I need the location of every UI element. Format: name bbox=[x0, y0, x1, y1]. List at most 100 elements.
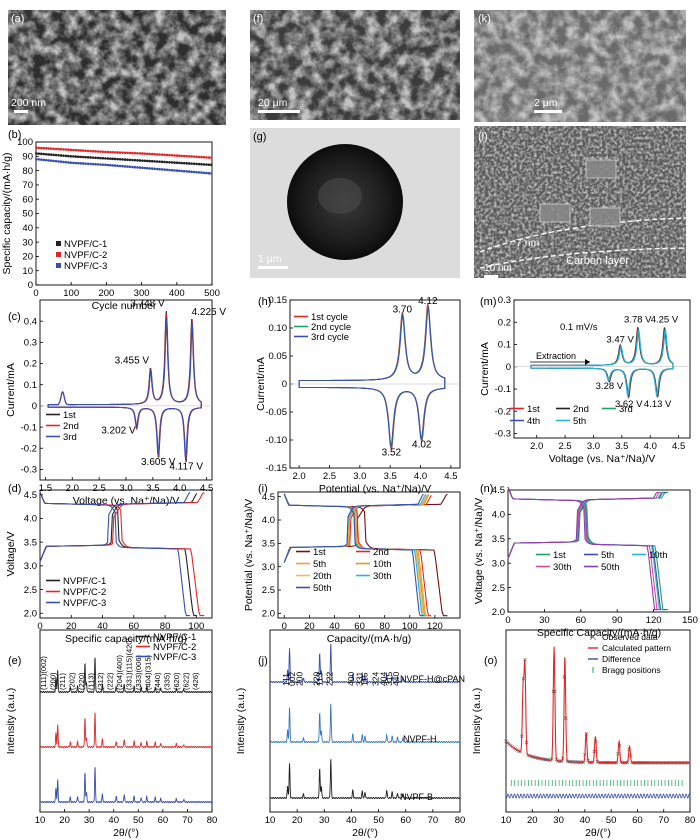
b-data-point bbox=[67, 161, 70, 164]
e-pattern bbox=[39, 767, 213, 804]
b-data-point bbox=[175, 161, 179, 165]
b-data-point bbox=[209, 156, 213, 159]
panel-label: (k) bbox=[478, 13, 491, 25]
legend-label: NVPF/C-3 bbox=[63, 598, 106, 609]
n-y-tick-label: 2.0 bbox=[492, 607, 505, 618]
b-data-point bbox=[47, 147, 50, 150]
legend-label: 5th bbox=[313, 559, 326, 570]
b-data-point bbox=[62, 154, 65, 157]
n-x-tick-label: 150 bbox=[682, 615, 698, 626]
b-data-point bbox=[37, 158, 41, 161]
b-data-point bbox=[128, 151, 132, 155]
b-data-point bbox=[76, 155, 80, 159]
o-x-tick-label: 70 bbox=[658, 815, 669, 826]
b-data-point bbox=[121, 151, 124, 154]
b-data-point bbox=[104, 150, 107, 154]
scale-bar bbox=[258, 110, 300, 113]
b-data-point bbox=[138, 166, 142, 169]
n-y-tick-label: 3.5 bbox=[492, 534, 505, 545]
o-x-tick-label: 10 bbox=[501, 815, 512, 826]
b-data-point bbox=[91, 149, 95, 153]
b-data-point bbox=[173, 169, 176, 172]
b-data-point bbox=[128, 158, 132, 162]
b-data-point bbox=[170, 161, 174, 164]
e-x-tick-label: 20 bbox=[59, 815, 70, 826]
panel-label: (o) bbox=[484, 655, 497, 667]
m-x-tick-label: 2.0 bbox=[530, 441, 543, 452]
b-data-point bbox=[168, 168, 171, 172]
b-data-point bbox=[121, 164, 124, 168]
e-pattern bbox=[39, 657, 213, 694]
b-data-point bbox=[76, 161, 80, 165]
n-x-tick-label: 120 bbox=[646, 615, 662, 626]
b-data-point bbox=[67, 154, 70, 158]
b-data-point bbox=[94, 150, 97, 153]
m-cv-curve bbox=[530, 329, 674, 396]
panel-label: (l) bbox=[478, 131, 488, 143]
scale-label: 2 μm bbox=[534, 97, 558, 109]
o-x-tick-label: 80 bbox=[685, 815, 696, 826]
d-x-tick-label: 0 bbox=[37, 621, 42, 632]
i-y-tick-label: 4.5 bbox=[262, 492, 275, 503]
legend-label: 50th bbox=[313, 583, 332, 594]
legend-label: 1st bbox=[63, 410, 76, 421]
e-pattern bbox=[39, 712, 213, 749]
m-peak-annotation: 4.25 V bbox=[651, 314, 679, 325]
j-x-tick-label: 20 bbox=[292, 815, 303, 826]
h-y-tick-label: -0.05 bbox=[265, 407, 287, 418]
b-data-point bbox=[205, 171, 208, 175]
b-x-axis-label: Cycle number bbox=[92, 300, 157, 312]
b-data-point bbox=[207, 171, 211, 175]
b-data-point bbox=[91, 156, 95, 159]
b-y-tick-label: 70 bbox=[22, 180, 33, 191]
h-y-tick-label: 0.15 bbox=[269, 295, 288, 306]
b-data-point bbox=[190, 170, 193, 174]
j-pattern bbox=[269, 703, 461, 744]
annotation: 7 nm bbox=[516, 237, 540, 249]
legend-label: NVPF/C-1 bbox=[64, 239, 107, 250]
i-x-tick-label: 20 bbox=[304, 621, 315, 632]
b-data-point bbox=[160, 168, 164, 171]
h-y-tick-label: 0 bbox=[282, 379, 287, 390]
m-y-axis-label: Current/mA bbox=[479, 342, 491, 396]
scale-bar bbox=[534, 110, 562, 113]
m-peak-annotation: 3.62 V bbox=[615, 399, 643, 410]
panel-label: (e) bbox=[8, 655, 21, 667]
b-data-point bbox=[118, 151, 122, 154]
b-data-point bbox=[195, 170, 198, 174]
j-series-label: NVPF-H bbox=[403, 734, 437, 744]
e-x-tick-label: 80 bbox=[207, 815, 218, 826]
m-x-tick-label: 3.5 bbox=[615, 441, 628, 452]
c-y-tick-label: 0.2 bbox=[24, 359, 37, 370]
c-x-tick-label: 2.0 bbox=[66, 483, 79, 494]
b-data-point bbox=[39, 152, 43, 156]
legend-label: 2nd bbox=[573, 404, 589, 415]
legend-label: NVPF/C-1 bbox=[63, 576, 106, 587]
n-y-tick-label: 4.5 bbox=[492, 485, 505, 496]
e-x-tick-label: 70 bbox=[182, 815, 193, 826]
e-x-tick-label: 30 bbox=[84, 815, 95, 826]
b-x-tick-label: 400 bbox=[169, 288, 185, 299]
legend-label: 1st bbox=[553, 550, 566, 561]
e-x-tick-label: 10 bbox=[35, 815, 46, 826]
b-data-point bbox=[177, 154, 181, 158]
o-x-axis-label: 2θ/(°) bbox=[585, 827, 611, 839]
j-x-tick-label: 40 bbox=[346, 815, 357, 826]
b-data-point bbox=[148, 167, 151, 170]
b-data-point bbox=[64, 148, 68, 151]
i-plot-frame bbox=[277, 491, 461, 619]
o-x-tick-label: 40 bbox=[580, 815, 591, 826]
annotation: Carbon layer bbox=[566, 255, 629, 267]
b-data-point bbox=[131, 165, 134, 169]
o-difference-curve bbox=[505, 793, 690, 799]
i-y-tick-label: 2.0 bbox=[262, 609, 275, 620]
b-data-point bbox=[116, 164, 119, 168]
panel-label: (c) bbox=[8, 311, 21, 323]
m-x-tick-label: 4.5 bbox=[672, 441, 685, 452]
b-data-point bbox=[108, 150, 112, 154]
b-data-point bbox=[57, 147, 60, 151]
b-data-point bbox=[81, 155, 85, 159]
n-y-tick-label: 4.0 bbox=[492, 510, 505, 521]
panel-label: (i) bbox=[258, 483, 268, 495]
